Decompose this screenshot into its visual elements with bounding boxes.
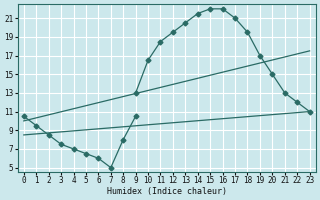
X-axis label: Humidex (Indice chaleur): Humidex (Indice chaleur): [107, 187, 227, 196]
